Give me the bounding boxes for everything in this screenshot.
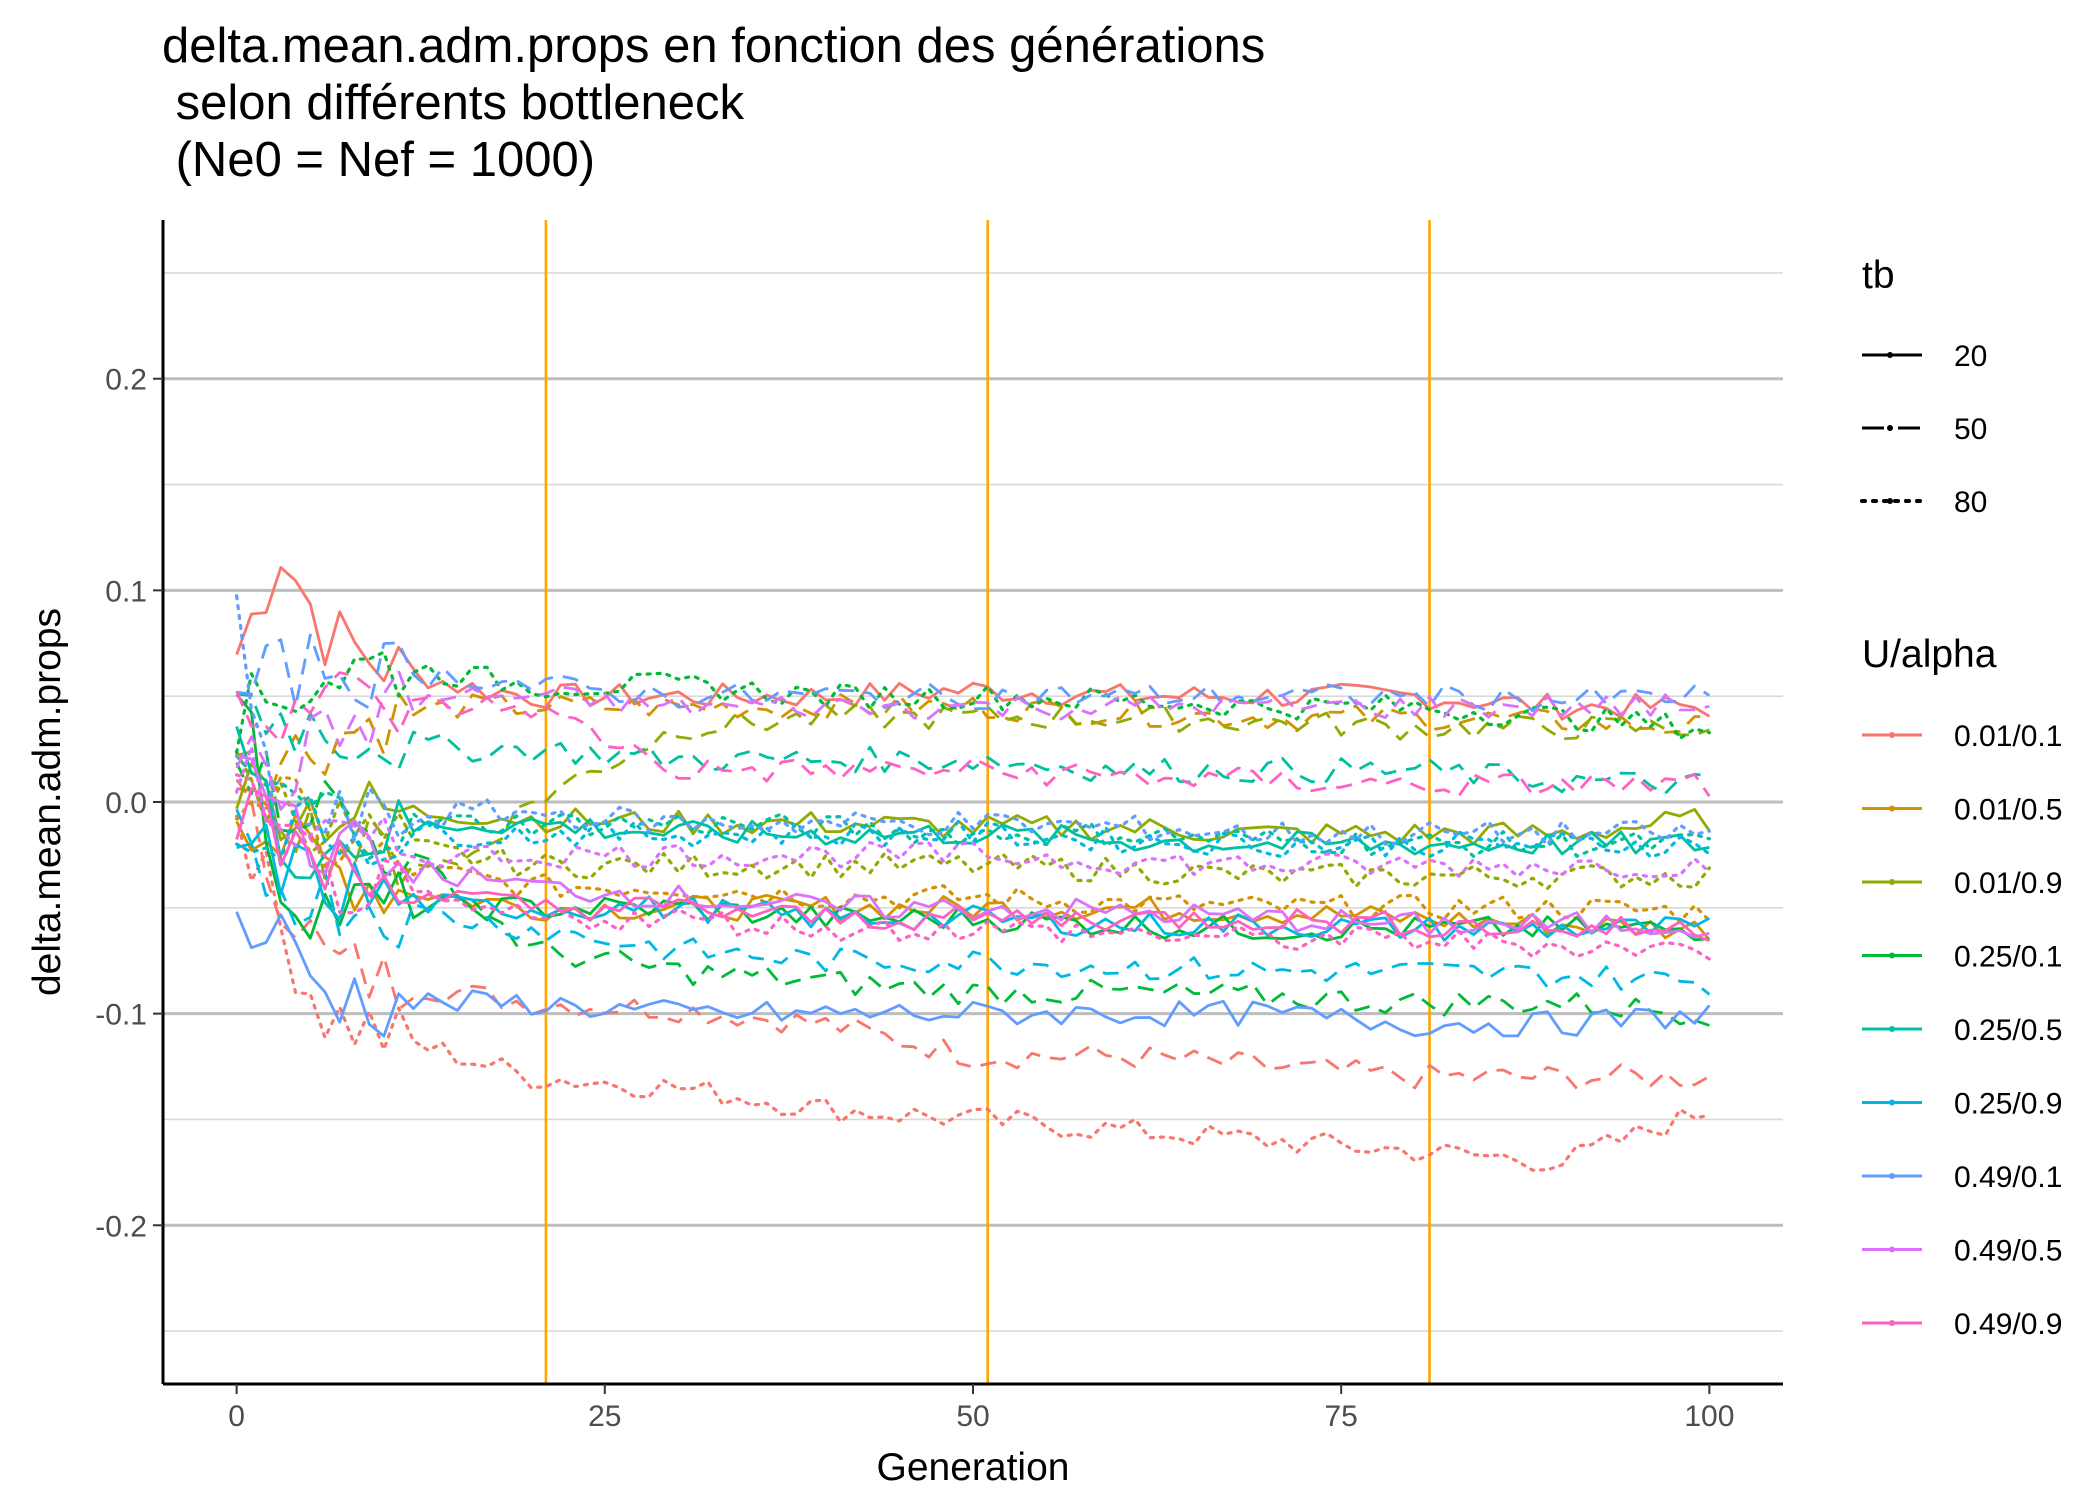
legend-key-point bbox=[1889, 952, 1895, 959]
x-tick-label: 0 bbox=[228, 1400, 245, 1433]
y-tick-label: -0.2 bbox=[95, 1210, 147, 1243]
series-line bbox=[235, 773, 1712, 961]
x-axis-title: Generation bbox=[877, 1446, 1070, 1489]
legend-label-u-alpha: 0.25/0.1 bbox=[1954, 941, 2062, 974]
series-line bbox=[235, 566, 1711, 721]
legend-label-tb: 20 bbox=[1954, 340, 1987, 373]
series-line bbox=[235, 594, 1712, 869]
legend-label-tb: 50 bbox=[1954, 413, 1987, 446]
legend-label-u-alpha: 0.01/0.1 bbox=[1954, 720, 2062, 753]
legend-key-point bbox=[1889, 1026, 1895, 1032]
grid-lines bbox=[163, 272, 1783, 1332]
legend-label-u-alpha: 0.25/0.9 bbox=[1954, 1088, 2062, 1121]
series-line bbox=[235, 669, 1710, 811]
y-tick-label: 0.0 bbox=[105, 787, 147, 820]
legend-label-tb: 80 bbox=[1954, 486, 1987, 519]
series-line bbox=[236, 703, 1710, 890]
series-line bbox=[235, 744, 1712, 880]
series-line bbox=[235, 778, 1711, 1090]
y-tick-label: 0.2 bbox=[105, 364, 147, 397]
y-tick-label: -0.1 bbox=[95, 999, 147, 1032]
series-line bbox=[235, 787, 1710, 943]
legend-key-point bbox=[1889, 1099, 1895, 1106]
legend-key-point bbox=[1889, 805, 1895, 812]
chart-title: delta.mean.adm.props en fonction des gén… bbox=[162, 19, 1265, 187]
legend-key-point bbox=[1887, 425, 1893, 431]
series-line bbox=[236, 823, 1711, 942]
legend-key-point bbox=[1889, 879, 1895, 885]
legend-key-point bbox=[1889, 732, 1895, 738]
series-line bbox=[235, 750, 1710, 1027]
legend-label-u-alpha: 0.49/0.1 bbox=[1954, 1161, 2062, 1194]
series-line bbox=[236, 633, 1711, 713]
legend: tb 20 50 80 U/alpha 0.01/0.1 0.01/0.5 0.01/0.9 0… bbox=[1860, 254, 2062, 1341]
legend-key-point bbox=[1887, 352, 1893, 358]
legend-key-point bbox=[1889, 1246, 1895, 1253]
legend-key-point bbox=[1887, 498, 1893, 504]
legend-label-u-alpha: 0.49/0.5 bbox=[1954, 1235, 2062, 1268]
x-tick-label: 75 bbox=[1324, 1400, 1357, 1433]
x-tick-label: 25 bbox=[588, 1400, 621, 1433]
legend-label-u-alpha: 0.49/0.9 bbox=[1954, 1308, 2062, 1341]
legend-label-u-alpha: 0.01/0.5 bbox=[1954, 794, 2062, 827]
series-lines bbox=[235, 566, 1712, 1172]
x-tick-label: 50 bbox=[956, 1400, 989, 1433]
x-tick-label: 100 bbox=[1684, 1400, 1734, 1433]
series-line bbox=[235, 814, 1712, 1172]
series-line bbox=[235, 754, 1712, 861]
title-line: selon différents bottleneck bbox=[162, 76, 745, 130]
legend-label-u-alpha: 0.25/0.5 bbox=[1954, 1014, 2062, 1047]
legend-key-point bbox=[1889, 1320, 1895, 1326]
legend-key-point bbox=[1889, 1173, 1895, 1179]
series-line bbox=[235, 911, 1711, 1038]
series-line bbox=[236, 692, 1710, 807]
series-line bbox=[236, 692, 1710, 795]
title-line: (Ne0 = Nef = 1000) bbox=[162, 133, 595, 187]
series-line bbox=[235, 650, 1712, 755]
series-line bbox=[235, 762, 1711, 846]
series-line bbox=[235, 808, 1711, 996]
axis-ticks: 0 25 50 75 100 -0.2 -0.1 0.0 0.1 0.2 bbox=[95, 364, 1734, 1433]
y-axis-title: delta.mean.adm.props bbox=[26, 608, 69, 996]
legend-title-tb: tb bbox=[1862, 254, 1895, 297]
series-line bbox=[235, 671, 1711, 798]
y-tick-label: 0.1 bbox=[105, 575, 147, 608]
legend-label-u-alpha: 0.01/0.9 bbox=[1954, 867, 2062, 900]
title-line: delta.mean.adm.props en fonction des gén… bbox=[162, 19, 1265, 73]
legend-title-u-alpha: U/alpha bbox=[1862, 633, 1997, 676]
